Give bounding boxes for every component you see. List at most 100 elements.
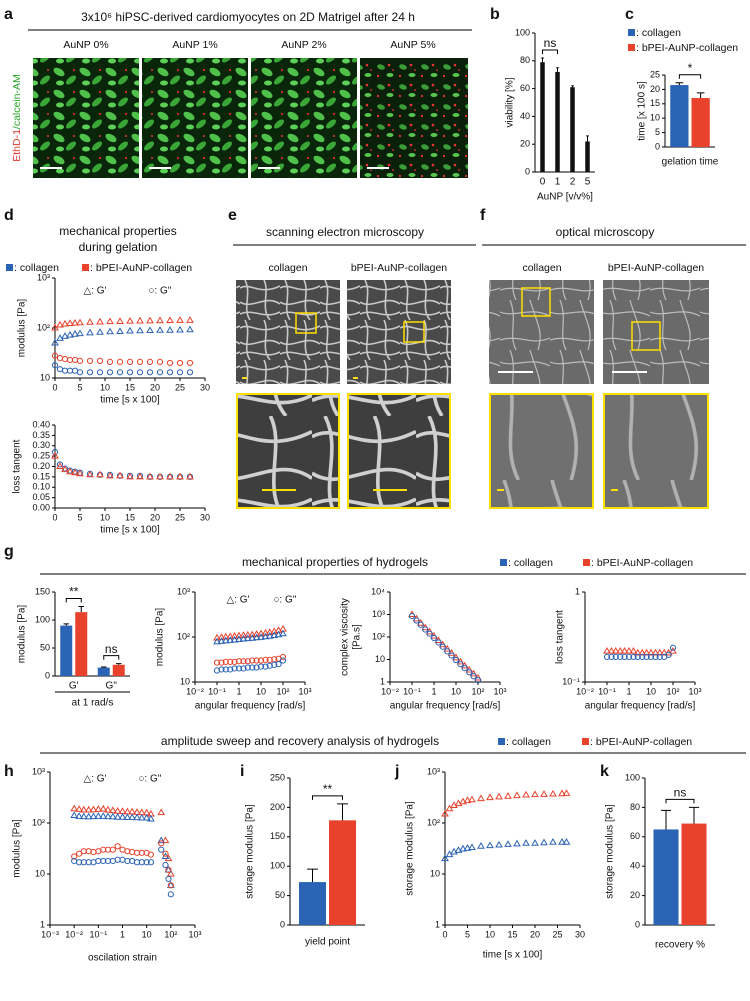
data-point	[66, 467, 74, 475]
data-point	[625, 653, 633, 661]
data-point	[75, 805, 83, 812]
y-tick-label: 250	[270, 772, 285, 782]
data-point	[477, 842, 485, 849]
y-tick-label: 1	[380, 676, 385, 686]
panel-label: b	[490, 6, 500, 23]
data-point	[463, 844, 472, 851]
data-point	[109, 812, 117, 820]
data-point	[71, 468, 79, 476]
data-point	[56, 320, 64, 328]
significance-label: *	[688, 61, 693, 75]
data-point	[109, 806, 117, 814]
data-point	[166, 369, 174, 376]
zoom-box	[521, 287, 551, 317]
data-point	[133, 813, 141, 821]
x-tick-label: 10	[100, 382, 110, 392]
data-point	[66, 367, 74, 374]
data-point	[124, 857, 131, 865]
x-axis-label: angular frequency [rad/s]	[390, 701, 501, 712]
y-tick-label: 100	[270, 861, 285, 871]
data-point	[621, 653, 628, 661]
data-point	[96, 328, 104, 335]
y-tick-label: 0.30	[32, 440, 50, 450]
data-point	[176, 369, 184, 376]
y-axis-label: modulus [Pa]	[155, 608, 166, 667]
data-point	[106, 369, 114, 376]
zoom-box	[403, 321, 425, 343]
annotation: △: G'	[84, 286, 107, 297]
error-bar	[675, 82, 684, 86]
data-point	[486, 793, 494, 801]
x-tick-label: 0	[442, 929, 447, 939]
data-point	[146, 369, 154, 376]
micrograph	[251, 58, 357, 178]
data-point	[639, 653, 646, 661]
y-tick-label: 0.10	[32, 482, 50, 492]
micrograph	[360, 58, 468, 178]
y-tick-label: 0.20	[32, 461, 50, 471]
data-point	[477, 794, 485, 802]
x-tick-label: 20	[150, 512, 160, 522]
legend-swatch	[6, 264, 13, 271]
data-point	[56, 355, 64, 362]
y-tick-label: 80	[630, 802, 640, 812]
x-tick-label: 10⁻²	[65, 929, 83, 939]
legend-label: : collagen	[636, 27, 681, 39]
data-point	[71, 318, 79, 326]
data-point	[448, 652, 455, 659]
micrograph-zoom	[603, 393, 709, 509]
data-point	[89, 805, 98, 813]
data-point	[213, 667, 221, 674]
y-tick-label: 5	[655, 127, 660, 137]
significance-label: ns	[674, 786, 687, 800]
bar	[97, 667, 110, 676]
x-axis-label: time [s x 100]	[100, 395, 160, 406]
data-point	[226, 632, 235, 640]
data-point	[655, 648, 664, 656]
data-point	[106, 358, 114, 365]
data-point	[76, 318, 84, 326]
data-point	[96, 317, 104, 325]
section-title: amplitude sweep and recovery analysis of…	[161, 734, 439, 748]
data-point	[71, 356, 79, 364]
data-point	[156, 369, 164, 376]
data-point	[522, 790, 530, 798]
data-point	[213, 633, 221, 641]
micrograph	[489, 280, 594, 384]
y-tick-label: 0	[45, 670, 50, 680]
error-bar	[541, 57, 544, 63]
data-point	[248, 634, 257, 641]
y-tick-label: 150	[270, 831, 285, 841]
data-point	[164, 865, 173, 873]
data-point	[119, 846, 126, 853]
data-point	[660, 648, 669, 656]
y-tick-label: 15	[650, 98, 660, 108]
data-point	[274, 630, 283, 638]
y-tick-label: 10²	[177, 631, 190, 641]
data-point	[504, 840, 512, 847]
data-point	[136, 472, 144, 480]
data-point	[266, 662, 273, 669]
data-point	[638, 648, 647, 656]
data-point	[249, 664, 256, 671]
scale-bars	[242, 377, 407, 491]
y-tick-label: 10⁴	[371, 586, 385, 596]
legend-label: : collagen	[14, 262, 59, 274]
annotation: △: G'	[227, 595, 250, 606]
data-point	[607, 646, 616, 654]
bar	[570, 87, 575, 172]
y-tick-label: 80	[520, 55, 530, 65]
column-header: AuNP 5%	[390, 39, 435, 51]
data-point	[235, 665, 243, 672]
y-tick-label: 0	[635, 919, 640, 929]
data-point	[156, 326, 164, 333]
data-point	[126, 472, 134, 480]
data-point	[217, 637, 226, 644]
data-point	[279, 629, 287, 637]
data-point	[218, 666, 225, 673]
data-point	[430, 634, 438, 642]
data-point	[61, 319, 69, 327]
axis	[54, 425, 205, 509]
data-point	[279, 653, 287, 661]
column-header: collagen	[522, 262, 561, 274]
